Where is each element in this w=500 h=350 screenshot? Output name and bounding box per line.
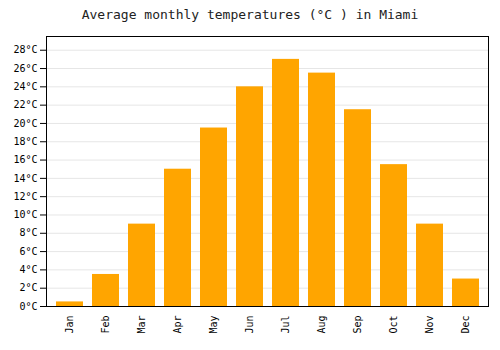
svg-text:4°C: 4°C	[19, 264, 37, 275]
svg-text:26°C: 26°C	[13, 63, 37, 74]
svg-text:Jan: Jan	[64, 316, 75, 334]
html-text:Average monthly temperatures (: Average monthly temperatures (°C ) in Mi…	[81, 7, 419, 22]
svg-text:18°C: 18°C	[13, 136, 37, 147]
svg-text:8°C: 8°C	[19, 227, 37, 238]
svg-text:Jul: Jul	[280, 316, 291, 334]
svg-text:12°C: 12°C	[13, 191, 37, 202]
svg-text:Dec: Dec	[460, 316, 471, 334]
svg-text:Apr: Apr	[172, 316, 183, 334]
svg-text:Feb: Feb	[100, 316, 111, 334]
svg-text:Sep: Sep	[352, 316, 363, 334]
svg-text:May: May	[208, 316, 219, 334]
svg-text:10°C: 10°C	[13, 209, 37, 220]
svg-text:Oct: Oct	[388, 316, 399, 334]
svg-text:22°C: 22°C	[13, 99, 37, 110]
svg-text:Nov: Nov	[424, 316, 435, 334]
svg-text:16°C: 16°C	[13, 154, 37, 165]
svg-text:14°C: 14°C	[13, 173, 37, 184]
svg-text:Jun: Jun	[244, 316, 255, 334]
svg-text:6°C: 6°C	[19, 246, 37, 257]
svg-text:24°C: 24°C	[13, 81, 37, 92]
svg-text:20°C: 20°C	[13, 118, 37, 129]
svg-text:Aug: Aug	[316, 316, 327, 334]
svg-text:2°C: 2°C	[19, 282, 37, 293]
svg-text:0°C: 0°C	[19, 301, 37, 312]
svg-text:28°C: 28°C	[13, 44, 37, 55]
svg-text:Mar: Mar	[136, 316, 147, 334]
